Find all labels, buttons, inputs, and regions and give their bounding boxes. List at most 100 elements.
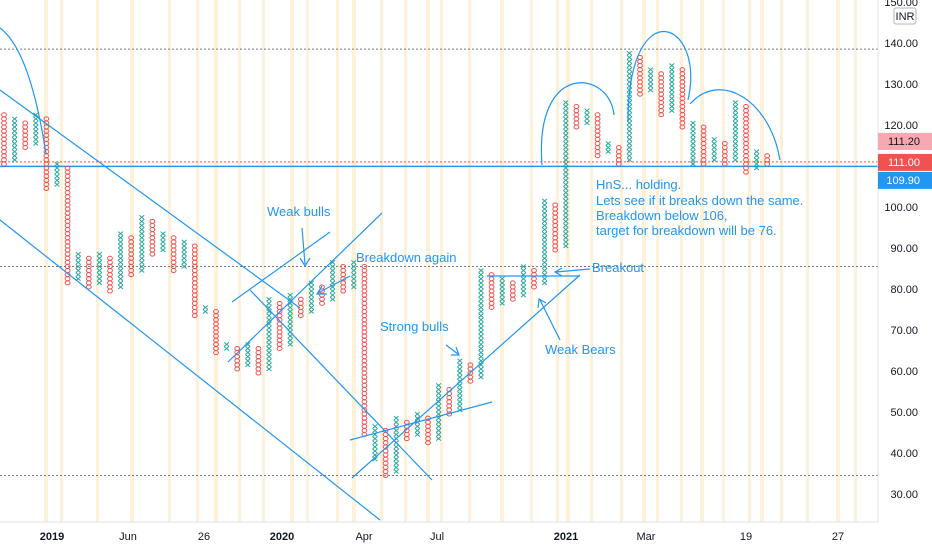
x-mark <box>647 79 654 85</box>
annotation-breakout[interactable]: Breakout <box>592 260 644 275</box>
x-mark <box>266 362 272 368</box>
x-tick-label: 2019 <box>40 531 64 543</box>
o-column <box>22 120 29 151</box>
x-mark <box>181 264 187 269</box>
o-mark <box>149 222 156 228</box>
o-mark <box>361 411 368 417</box>
arc-top-left[interactable] <box>0 27 47 155</box>
o-mark <box>64 186 71 192</box>
arrow-weak-bears[interactable] <box>537 298 561 341</box>
x-column <box>11 116 18 163</box>
o-mark <box>276 329 283 335</box>
annotation-hns-note[interactable]: Breakdown below 106, <box>596 208 728 223</box>
o-mark <box>64 206 71 212</box>
annotation-breakdown-again[interactable]: Breakdown again <box>356 250 456 265</box>
x-mark <box>11 145 18 150</box>
o-mark <box>361 341 368 347</box>
arrow-breakdown-again[interactable] <box>315 275 351 295</box>
trendline-falling-upper[interactable] <box>0 89 301 309</box>
x-mark <box>478 272 484 278</box>
o-mark <box>319 296 325 302</box>
x-column <box>245 341 251 368</box>
annotation-hns-note[interactable]: target for breakdown will be 76. <box>596 223 777 238</box>
trendline-falling-lower[interactable] <box>0 219 381 521</box>
annotation-weak-bulls[interactable]: Weak bulls <box>267 204 331 219</box>
arrow-breakout[interactable] <box>553 267 591 277</box>
channel-lower[interactable] <box>351 274 581 479</box>
o-column <box>255 345 262 376</box>
x-mark <box>541 210 548 216</box>
o-mark <box>170 243 177 249</box>
arrow-weak-bulls[interactable] <box>299 227 311 268</box>
o-mark <box>509 284 516 290</box>
x-mark <box>584 116 590 122</box>
x-mark <box>541 214 548 220</box>
x-mark <box>96 272 103 278</box>
x-mark <box>308 300 315 306</box>
x-mark <box>499 280 505 286</box>
trendline-breakdown[interactable] <box>249 289 433 481</box>
x-mark <box>626 83 633 89</box>
x-mark <box>605 149 611 155</box>
x-mark <box>160 247 166 253</box>
x-mark <box>690 145 696 150</box>
x-mark <box>711 157 717 163</box>
x-column <box>160 231 166 253</box>
arc-head[interactable] <box>627 30 692 123</box>
o-column <box>1 112 7 167</box>
annotation-hns-note[interactable]: Lets see if it breaks down the same. <box>596 193 803 208</box>
x-mark <box>563 194 569 200</box>
channel-weak-bulls-lower[interactable] <box>227 212 383 363</box>
x-mark <box>223 341 230 347</box>
x-column <box>457 358 463 413</box>
channel-weak-bulls-upper[interactable] <box>231 231 331 303</box>
o-mark <box>361 395 368 401</box>
arrow-strong-bulls[interactable] <box>445 344 460 356</box>
x-column <box>732 100 739 163</box>
o-mark <box>361 358 368 364</box>
o-mark <box>340 280 347 286</box>
x-mark <box>499 276 505 282</box>
o-mark <box>85 259 92 265</box>
x-column <box>584 108 590 126</box>
annotation-weak-bears[interactable]: Weak Bears <box>545 342 616 357</box>
o-mark <box>1 112 7 118</box>
x-mark <box>457 362 463 368</box>
o-mark <box>297 313 304 319</box>
x-mark <box>160 231 166 237</box>
o-column <box>488 272 495 310</box>
x-mark <box>287 337 293 343</box>
annotation-hns-note[interactable]: HnS... holding. <box>596 177 681 192</box>
o-mark <box>149 251 156 257</box>
background-band <box>700 0 704 522</box>
o-mark <box>509 292 516 298</box>
horizontal-levels <box>0 48 878 477</box>
o-mark <box>43 116 50 122</box>
arc-right-shoulder[interactable] <box>689 89 781 161</box>
x-mark <box>711 153 717 159</box>
background-band <box>748 0 751 522</box>
time-axis[interactable]: 2019 Jun 26 2020 Apr Jul 2021 Mar 19 27 <box>40 531 844 543</box>
o-mark <box>85 272 92 278</box>
x-mark <box>245 358 251 364</box>
arc-left-shoulder[interactable] <box>540 82 615 166</box>
x-mark <box>435 432 442 437</box>
x-mark <box>563 202 569 208</box>
o-column <box>615 145 622 167</box>
x-mark <box>626 67 633 73</box>
background-band <box>238 0 241 522</box>
x-mark <box>75 272 81 278</box>
x-mark <box>478 296 484 302</box>
x-mark <box>541 247 548 253</box>
x-tick-label: 2020 <box>270 531 294 543</box>
price-tag <box>878 171 932 189</box>
annotation-strong-bulls[interactable]: Strong bulls <box>380 319 449 334</box>
price-tag-label: 109.90 <box>886 175 920 187</box>
x-mark <box>329 259 336 265</box>
channel-upper[interactable] <box>349 401 493 441</box>
x-mark <box>732 153 739 159</box>
o-mark <box>149 218 156 224</box>
o-mark <box>382 436 389 442</box>
